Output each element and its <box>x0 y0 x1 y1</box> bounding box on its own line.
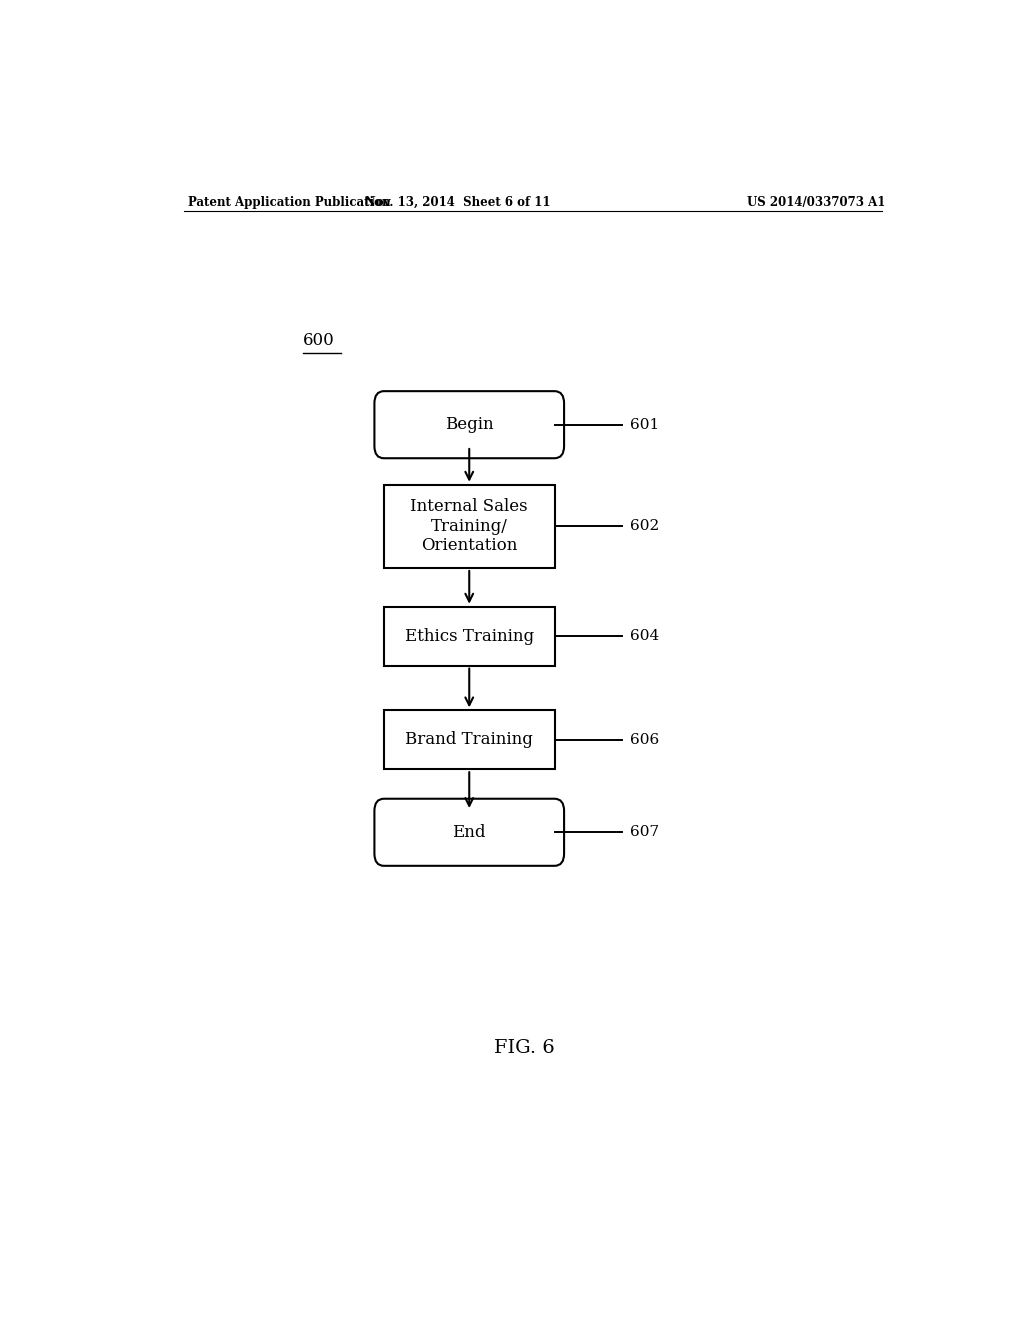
Text: 601: 601 <box>630 417 659 432</box>
FancyBboxPatch shape <box>375 391 564 458</box>
Text: Brand Training: Brand Training <box>406 731 534 748</box>
Text: 606: 606 <box>630 733 659 747</box>
Text: FIG. 6: FIG. 6 <box>495 1039 555 1057</box>
Text: Patent Application Publication: Patent Application Publication <box>187 195 390 209</box>
Text: 602: 602 <box>630 519 659 533</box>
Text: End: End <box>453 824 486 841</box>
Text: Ethics Training: Ethics Training <box>404 627 534 644</box>
FancyBboxPatch shape <box>384 607 555 665</box>
Text: 607: 607 <box>630 825 659 840</box>
Text: US 2014/0337073 A1: US 2014/0337073 A1 <box>748 195 886 209</box>
Text: Nov. 13, 2014  Sheet 6 of 11: Nov. 13, 2014 Sheet 6 of 11 <box>365 195 550 209</box>
Text: Internal Sales
Training/
Orientation: Internal Sales Training/ Orientation <box>411 498 528 554</box>
Text: 600: 600 <box>303 333 335 350</box>
FancyBboxPatch shape <box>375 799 564 866</box>
FancyBboxPatch shape <box>384 484 555 568</box>
Text: 604: 604 <box>630 630 659 643</box>
FancyBboxPatch shape <box>384 710 555 770</box>
Text: Begin: Begin <box>445 416 494 433</box>
